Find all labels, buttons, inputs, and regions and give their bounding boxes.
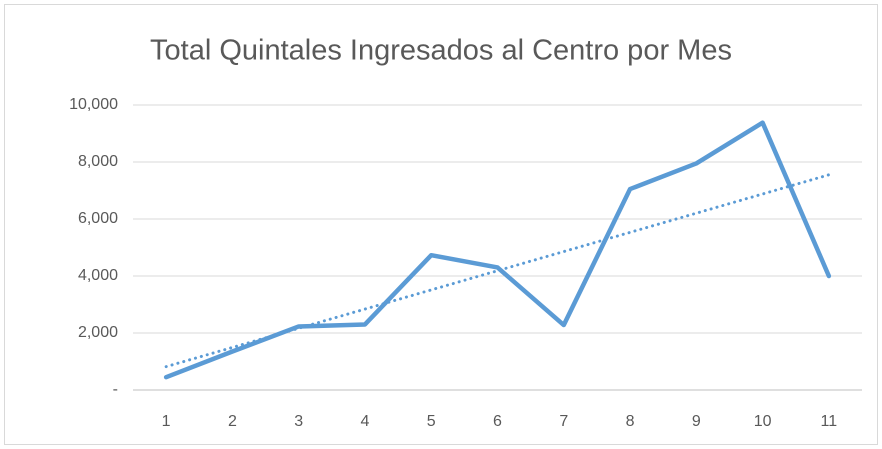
x-tick-label: 7 (559, 413, 568, 430)
x-tick-label: 4 (361, 413, 370, 430)
x-tick-label: 9 (692, 413, 701, 430)
x-tick-label: 3 (294, 413, 303, 430)
chart-title: Total Quintales Ingresados al Centro por… (150, 35, 732, 67)
x-tick-label: 8 (626, 413, 635, 430)
x-tick-label: 1 (162, 413, 171, 430)
y-tick-label: - (113, 381, 118, 398)
trendline (164, 173, 831, 369)
y-tick-label: 6,000 (78, 210, 118, 227)
x-tick-label: 6 (493, 413, 502, 430)
y-tick-label: 4,000 (78, 267, 118, 284)
chart-border (4, 4, 878, 445)
x-tick-label: 10 (754, 413, 772, 430)
y-tick-label: 8,000 (78, 153, 118, 170)
x-tick-label: 5 (427, 413, 436, 430)
y-tick-label: 10,000 (69, 96, 118, 113)
y-tick-label: 2,000 (78, 324, 118, 341)
x-tick-label: 11 (821, 413, 838, 430)
x-tick-label: 2 (228, 413, 237, 430)
